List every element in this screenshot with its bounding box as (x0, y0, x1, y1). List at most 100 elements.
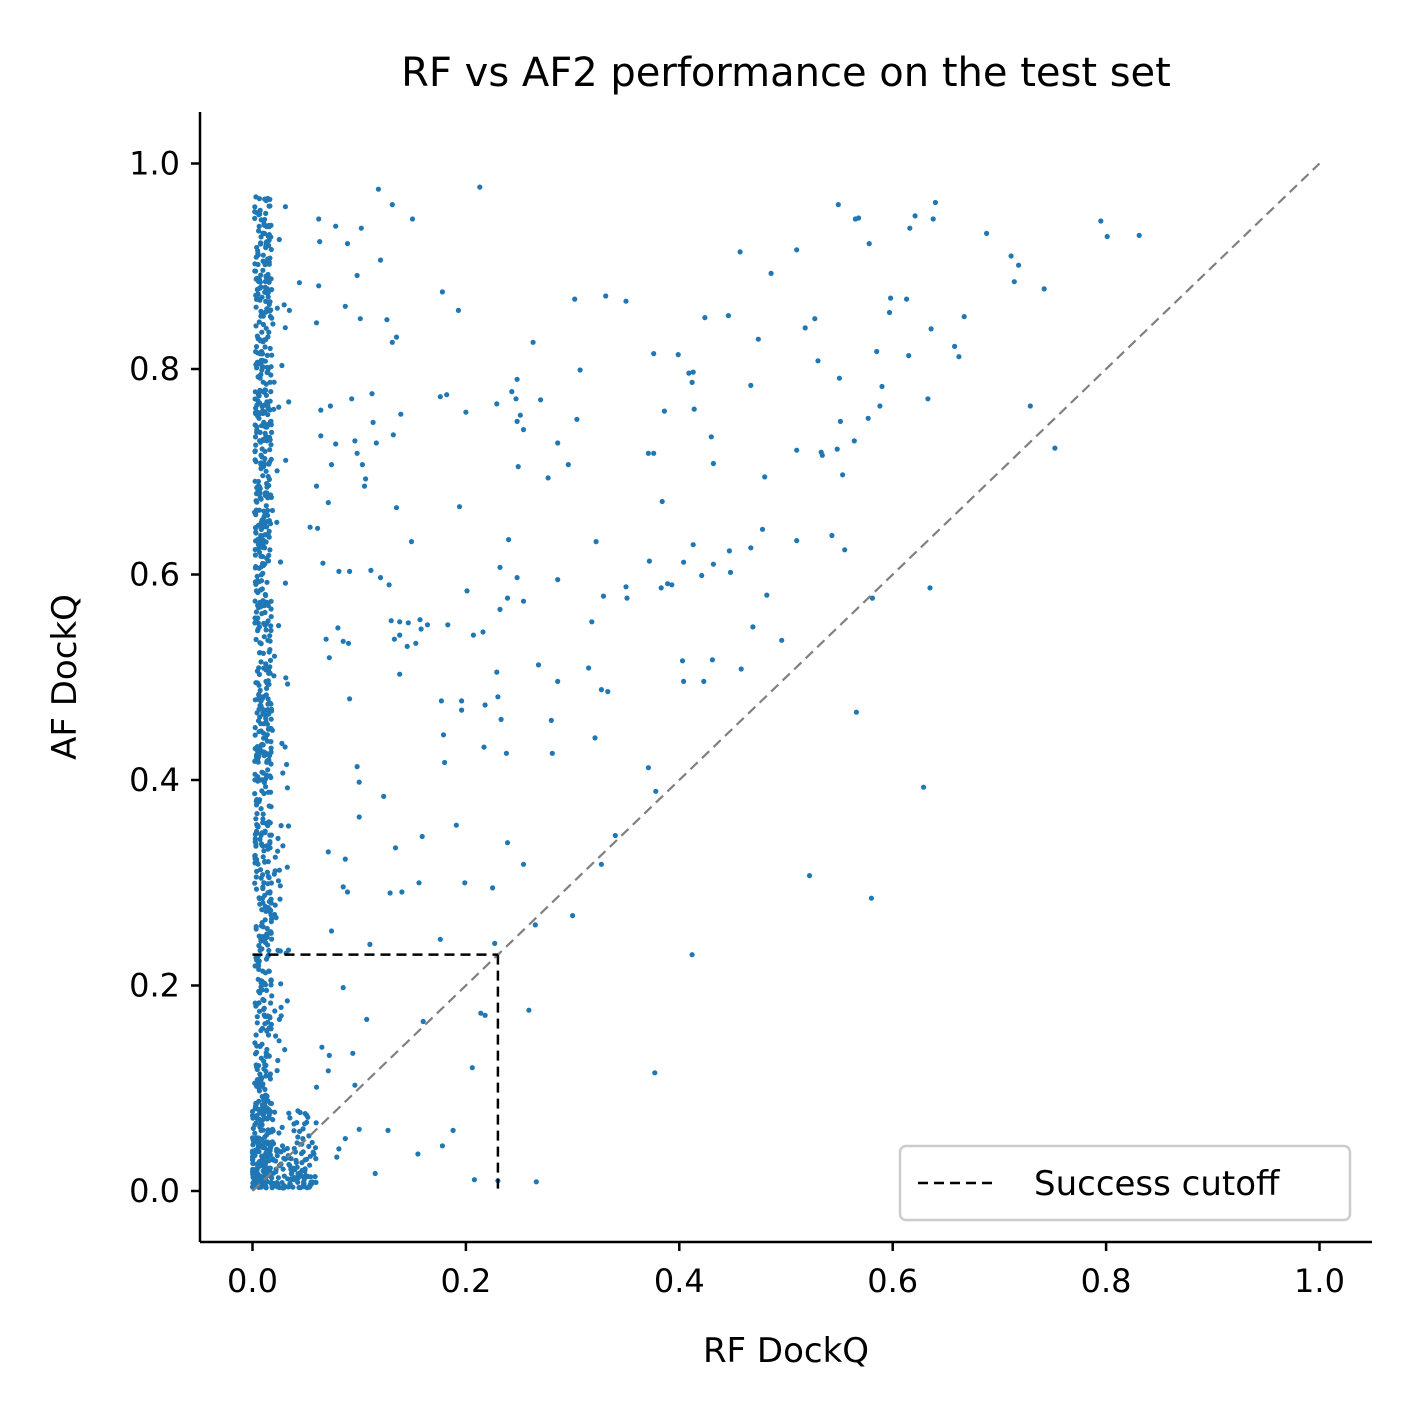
data-point (481, 744, 487, 750)
data-point (256, 1008, 263, 1014)
data-point (264, 869, 270, 875)
data-point (267, 255, 273, 261)
data-point (253, 1032, 259, 1038)
data-point (866, 241, 872, 247)
data-point (254, 1077, 260, 1083)
data-point (258, 841, 265, 847)
data-point (256, 549, 263, 555)
data-point (762, 474, 768, 480)
data-point (268, 982, 274, 988)
data-point (268, 789, 274, 795)
data-point (259, 544, 265, 550)
data-point (344, 241, 351, 247)
data-point (1011, 279, 1017, 285)
data-point (274, 519, 280, 525)
data-point (517, 412, 523, 418)
data-point (255, 250, 261, 257)
data-point (345, 640, 352, 646)
data-point (263, 1053, 269, 1059)
data-point (497, 564, 503, 570)
data-point (265, 369, 271, 375)
data-point (263, 298, 269, 304)
data-point (737, 249, 743, 255)
data-point (480, 629, 486, 635)
data-point (253, 858, 259, 864)
data-point (269, 993, 275, 999)
data-point (612, 832, 618, 839)
data-point (282, 204, 288, 210)
data-point (252, 434, 259, 440)
data-point (574, 416, 580, 422)
data-point (266, 261, 272, 267)
data-point (328, 462, 335, 468)
data-point (815, 358, 821, 364)
data-point (269, 352, 275, 358)
data-point (265, 1032, 272, 1038)
data-point (675, 352, 681, 358)
data-point (302, 1111, 308, 1117)
data-point (836, 375, 843, 381)
data-point (302, 1157, 308, 1163)
data-point (252, 204, 258, 210)
data-point (259, 329, 265, 335)
data-point (794, 247, 800, 253)
data-point (526, 1007, 532, 1013)
data-point (356, 779, 362, 785)
data-point (399, 889, 405, 895)
data-point (259, 423, 265, 429)
data-point (530, 339, 536, 345)
data-point (259, 586, 265, 592)
data-point (868, 895, 875, 901)
data-point (297, 1170, 303, 1176)
data-point (254, 868, 260, 875)
data-point (592, 735, 598, 741)
data-point (276, 867, 282, 873)
data-point (266, 329, 272, 335)
data-point (364, 1016, 370, 1023)
data-point (520, 427, 527, 433)
data-point (600, 593, 607, 599)
data-point (930, 216, 936, 222)
data-point (265, 558, 272, 564)
data-point (952, 343, 958, 349)
data-point (272, 1109, 278, 1115)
data-point (264, 1046, 270, 1053)
data-point (258, 1107, 264, 1113)
data-point (255, 961, 261, 967)
data-point (265, 402, 271, 408)
data-point (274, 1148, 280, 1154)
data-point (261, 997, 267, 1004)
data-point (260, 730, 267, 736)
data-point (279, 1143, 286, 1149)
data-point (253, 405, 259, 411)
data-point (514, 418, 520, 424)
data-point (260, 742, 266, 748)
data-point (252, 791, 258, 797)
data-point (904, 296, 910, 302)
data-point (856, 215, 862, 221)
diagonal-reference-line (251, 162, 1321, 1192)
data-point (759, 526, 766, 532)
data-point (302, 1121, 308, 1127)
data-point (377, 257, 384, 263)
data-point (253, 636, 259, 643)
data-point (254, 1083, 260, 1089)
data-point (267, 840, 273, 846)
data-point (288, 1171, 294, 1177)
data-point (254, 744, 260, 750)
data-point (267, 437, 273, 443)
data-point (258, 553, 264, 559)
data-point (494, 669, 500, 675)
data-point (306, 1143, 312, 1149)
data-point (263, 519, 269, 525)
data-point (259, 907, 265, 913)
data-point (603, 293, 609, 299)
data-point (336, 568, 342, 575)
data-point (252, 215, 258, 221)
data-point (586, 665, 592, 671)
data-point (265, 602, 271, 609)
data-point (623, 298, 629, 304)
data-point (268, 492, 274, 498)
data-point (260, 473, 266, 479)
data-point (326, 655, 332, 661)
